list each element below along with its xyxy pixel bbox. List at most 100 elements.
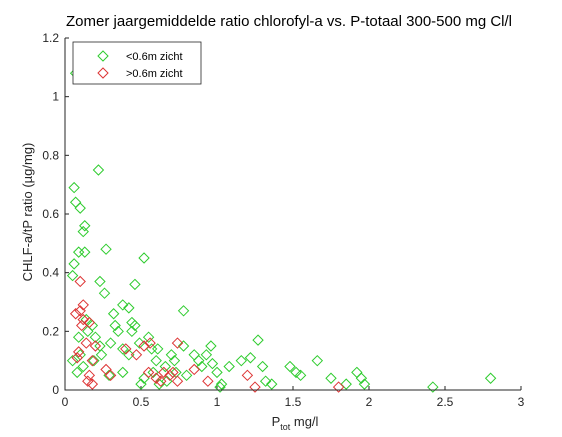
data-point-green-diamond [100,243,112,255]
y-tick-label: 0 [52,383,59,397]
data-point-green-diamond [340,378,352,390]
data-point-green-diamond [256,360,269,373]
data-point-green-diamond [196,360,208,373]
data-point-green-diamond [129,278,141,291]
data-point-green-diamond [235,354,248,367]
x-tick-group: 0 0.5 1 1.5 2 2.5 3 [62,386,525,409]
data-point-red-diamond [104,369,117,382]
data-point-green-diamond [89,331,102,343]
legend-label-over-0-6m: >0.6m zicht [126,68,183,80]
data-point-green-diamond [74,202,86,214]
data-point-green-diamond [123,302,135,314]
data-point-green-diamond [95,349,108,361]
legend: <0.6m zicht >0.6m zicht [72,41,202,85]
legend-box [72,41,202,85]
data-point-green-diamond [112,325,124,338]
x-axis-label: Ptot mg/l [272,414,319,432]
y-tick-label: 1.2 [42,31,59,45]
data-point-green-diamond [427,381,439,393]
data-point-green-diamond [71,366,83,379]
data-point-red-diamond [164,369,176,382]
data-point-red-diamond [138,340,150,352]
data-point-green-diamond [358,378,371,390]
data-point-green-diamond [284,360,296,373]
data-point-green-diamond [200,349,213,361]
data-point-green-diamond [252,334,264,346]
data-point-red-diamond [74,305,86,317]
data-point-red-diamond [158,366,170,379]
x-tick-label: 2 [366,395,373,409]
x-tick-label: 0.5 [133,395,150,409]
data-point-green-diamond [180,369,193,382]
data-point-red-diamond [80,337,92,349]
legend-label-under-0-6m: <0.6m zicht [126,51,183,63]
data-point-green-diamond [165,349,178,361]
data-point-green-diamond [206,357,219,370]
data-point-red-diamond [144,337,156,349]
data-point-green-diamond [159,360,172,373]
data-point-red-diamond [71,352,83,364]
data-point-green-diamond [129,319,141,332]
data-point-green-diamond [94,275,106,288]
data-point-red-diamond [74,275,86,288]
data-point-green-diamond [152,343,164,355]
data-point-green-diamond [290,366,302,379]
data-point-green-diamond [294,369,307,382]
data-point-red-diamond [69,308,82,320]
data-point-green-diamond [117,343,129,355]
data-point-green-diamond [311,354,324,367]
data-point-red-diamond [155,375,167,387]
data-point-red-diamond [77,313,89,326]
data-point-green-diamond [147,366,159,379]
data-point-green-diamond [193,354,205,367]
x-tick-label: 3 [518,395,525,409]
data-point-red-diamond [202,375,214,387]
data-point-green-diamond [138,252,150,264]
data-point-green-diamond [88,354,100,367]
data-point-red-diamond [86,354,99,367]
axes-frame [64,38,521,391]
data-point-red-diamond [249,381,261,393]
data-point-green-diamond [215,378,228,390]
data-point-green-diamond [325,372,337,384]
data-point-green-diamond [150,354,162,367]
y-tick-label: 0.4 [42,266,59,280]
x-tick-label: 2.5 [437,395,454,409]
data-point-green-diamond [77,225,89,238]
x-tick-label: 1 [214,395,221,409]
data-point-green-diamond [259,375,272,387]
data-point-green-diamond [117,299,129,311]
data-point-red-diamond [332,381,345,393]
y-tick-label: 0.2 [42,324,59,338]
data-point-green-diamond [133,337,146,349]
data-point-green-diamond [168,354,181,367]
data-point-red-diamond [86,378,99,390]
data-points-layer [66,67,497,393]
data-point-green-diamond [214,381,226,393]
data-point-green-diamond [177,305,190,317]
data-point-red-diamond [120,343,132,355]
data-point-green-diamond [211,366,223,379]
data-point-green-diamond [117,366,129,379]
data-point-green-diamond [79,246,91,258]
data-point-green-diamond [126,325,138,338]
data-point-red-diamond [89,340,102,352]
data-point-red-diamond [150,372,162,384]
data-point-green-diamond [92,164,105,176]
data-point-green-diamond [66,354,79,367]
x-axis-label-main: P [272,414,281,429]
data-point-red-diamond [167,366,179,379]
data-point-green-diamond [77,360,89,373]
data-point-green-diamond [205,340,217,352]
data-point-green-diamond [177,340,190,352]
data-point-red-diamond [142,366,155,379]
data-point-green-diamond [355,372,368,384]
legend-marker-red-diamond [97,67,109,79]
y-tick-label: 0.6 [42,207,59,221]
y-axis-label: CHLF-a/tP ratio (µg/mg) [20,143,35,282]
data-point-red-diamond [171,337,184,349]
data-point-green-diamond [109,319,121,332]
data-point-red-diamond [241,369,254,382]
data-point-red-diamond [77,299,89,311]
